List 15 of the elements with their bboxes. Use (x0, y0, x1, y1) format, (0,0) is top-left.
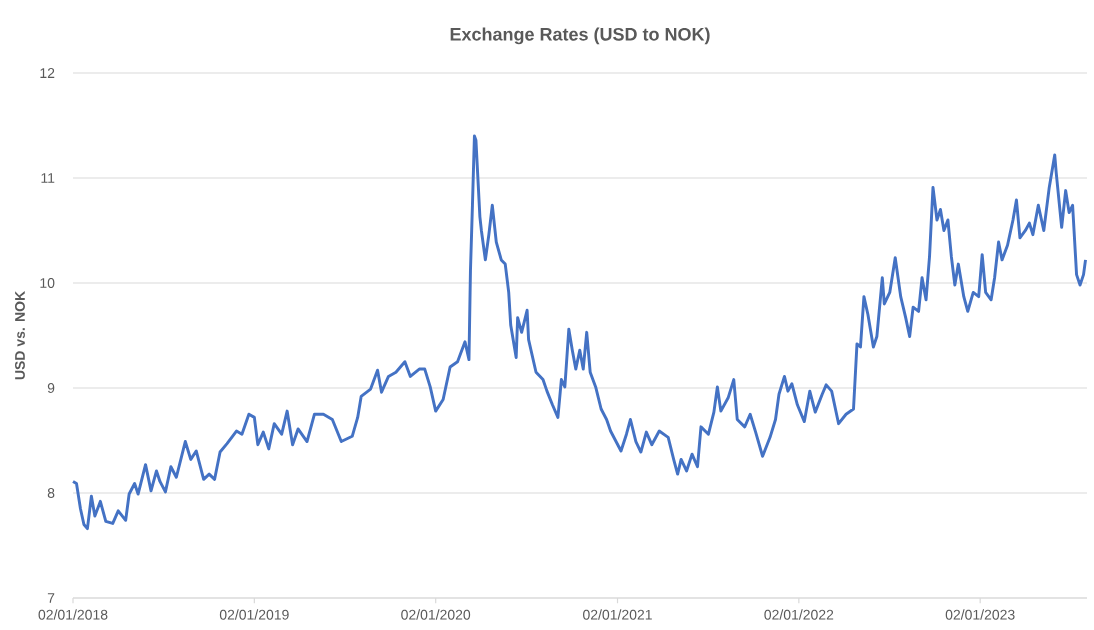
x-tick-label: 02/01/2023 (945, 609, 1015, 620)
x-tick-label: 02/01/2019 (219, 609, 289, 620)
x-tick-label: 02/01/2020 (401, 609, 471, 620)
x-tick-label: 02/01/2018 (38, 609, 108, 620)
x-tick-label: 02/01/2021 (583, 609, 652, 620)
x-tick-label: 02/01/2022 (764, 609, 834, 620)
y-tick-label: 7 (47, 593, 55, 603)
y-axis-title: USD vs. NOK (15, 291, 25, 380)
y-tick-label: 10 (40, 278, 55, 288)
y-tick-label: 9 (47, 383, 55, 393)
y-tick-label: 11 (41, 173, 55, 183)
line-series (71, 134, 1087, 531)
y-tick-label: 8 (47, 488, 55, 498)
y-tick-label: 12 (40, 68, 55, 78)
chart-title: Exchange Rates (USD to NOK) (450, 27, 710, 45)
